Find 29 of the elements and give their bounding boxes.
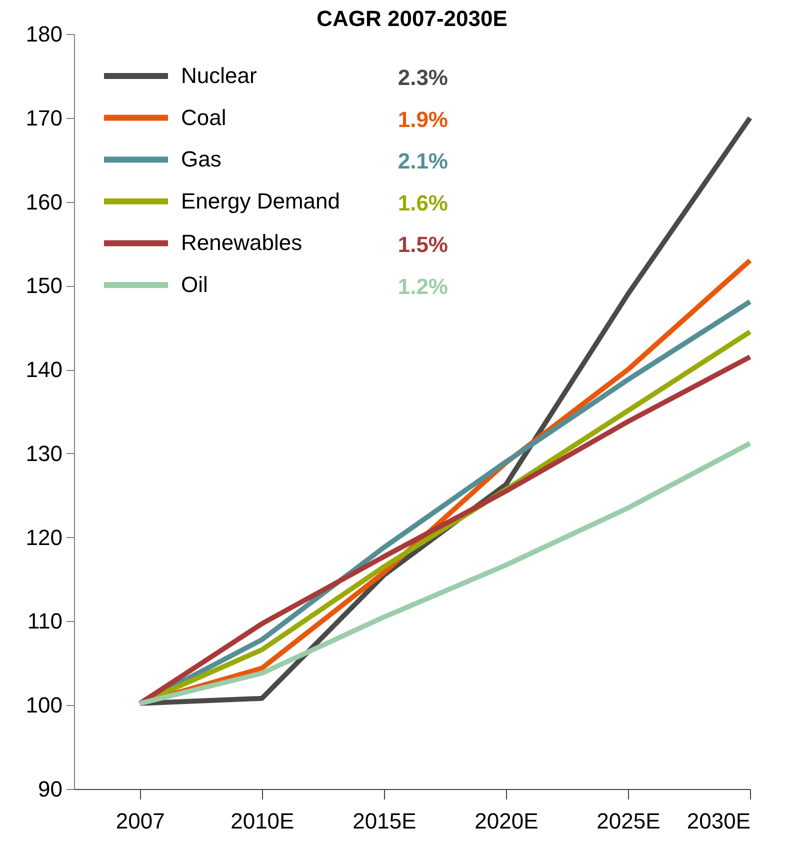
y-tick-label: 120 — [26, 524, 62, 550]
y-tick-label: 110 — [27, 608, 62, 634]
y-tick-label: 170 — [26, 105, 62, 130]
y-tick-label: 150 — [26, 273, 62, 298]
annotation: 1.5% — [398, 232, 448, 258]
x-tick-label: 2010E — [230, 808, 294, 834]
x-tick-label: 2015E — [352, 808, 416, 834]
x-tick-label: 2007 — [116, 808, 165, 834]
y-tick-label: 90 — [38, 776, 62, 802]
y-tick-label: 180 — [26, 22, 62, 46]
annotation: 1.2% — [398, 274, 448, 299]
y-tick-label: 100 — [26, 692, 62, 718]
annotation: 1.6% — [398, 190, 448, 216]
chart-title: CAGR 2007-2030E — [316, 6, 508, 31]
annotation: 2.1% — [398, 148, 448, 174]
legend-label: Coal — [181, 104, 226, 130]
y-tick-label: 130 — [26, 440, 62, 466]
x-tick-label: 2020E — [474, 808, 538, 834]
x-tick-label: 2030E — [686, 808, 750, 834]
x-tick-label: 2025E — [596, 808, 660, 834]
y-tick-label: 140 — [26, 357, 62, 382]
legend-label: Energy Demand — [181, 188, 340, 214]
legend-label: Gas — [181, 146, 222, 172]
annotation: 2.3% — [398, 65, 448, 90]
y-tick-label: 160 — [26, 189, 62, 214]
legend-label: Nuclear — [181, 63, 257, 88]
annotation: 1.9% — [398, 106, 448, 132]
legend-label: Renewables — [181, 230, 302, 256]
legend-label: Oil — [181, 272, 208, 297]
